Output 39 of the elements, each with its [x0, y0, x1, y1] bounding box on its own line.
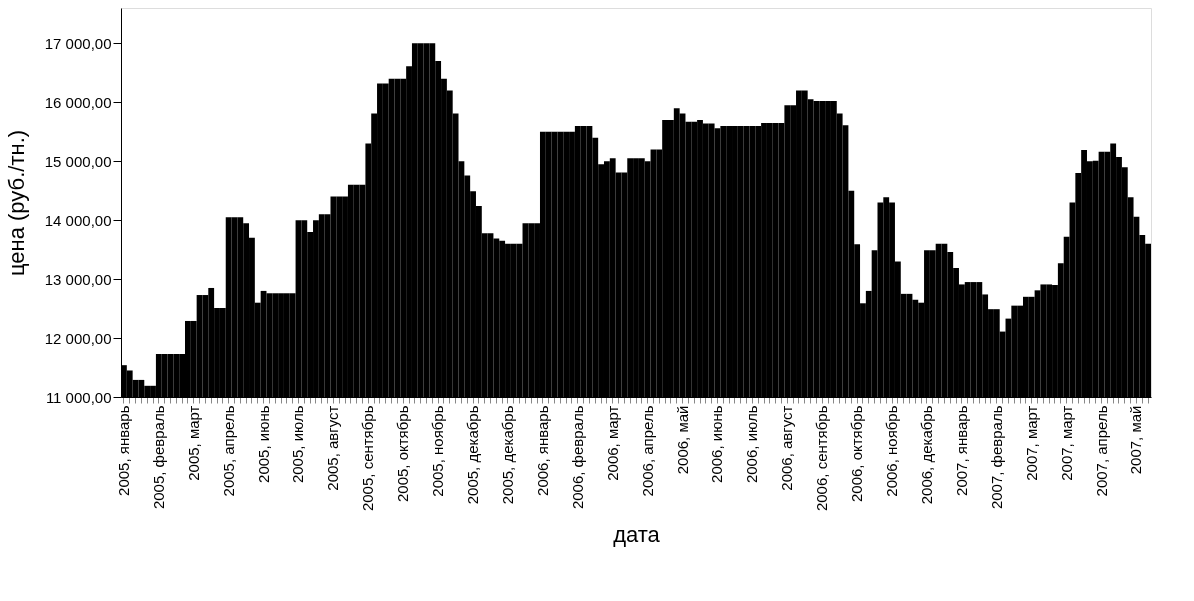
x-tick-label: 2005, октябрь [394, 405, 412, 503]
x-tick-label: 2006, март [603, 405, 621, 481]
x-tick-label: 2006, июль [743, 405, 761, 484]
y-tick-label: 13 000,00 [44, 270, 112, 288]
x-tick-label: 2006, сентябрь [813, 405, 831, 512]
x-tick-label: 2006, октябрь [848, 405, 866, 503]
x-tick-label: 2005, июль [289, 405, 307, 484]
x-tick-label: 2005, сентябрь [359, 405, 377, 512]
x-tick-label: 2005, март [184, 405, 202, 481]
x-tick-label: 2006, апрель [638, 405, 656, 497]
x-tick-label: 2005, август [324, 405, 342, 491]
x-tick-label: 2007, май [1127, 405, 1145, 475]
x-tick-label: 2007, февраль [987, 405, 1005, 510]
y-tick-label: 11 000,00 [45, 388, 112, 406]
x-tick-label: 2007, март [1057, 405, 1075, 481]
x-axis-title: дата [613, 522, 661, 548]
y-tick-label: 17 000,00 [44, 34, 112, 52]
x-tick-label: 2005, апрель [219, 405, 237, 497]
x-tick-label: 2006, ноябрь [883, 405, 901, 497]
x-tick-label: 2006, май [673, 405, 691, 475]
x-tick-label: 2007, январь [952, 405, 970, 496]
x-tick-label: 2005, февраль [149, 405, 167, 510]
x-tick-label: 2006, январь [533, 405, 551, 496]
x-tick-label: 2006, июнь [708, 405, 726, 483]
x-tick-label: 2007, апрель [1092, 405, 1110, 497]
x-tick-label: 2005, январь [114, 405, 132, 496]
y-tick-label: 16 000,00 [44, 93, 112, 111]
x-tick-label: 2006, август [778, 405, 796, 491]
x-tick-label: 2005, декабрь [464, 405, 482, 505]
y-axis-title: цена (руб./тн.) [3, 129, 29, 277]
y-tick-label: 15 000,00 [44, 152, 112, 170]
x-tick-label: 2007, март [1022, 405, 1040, 481]
x-tick-label: 2005, ноябрь [429, 405, 447, 497]
x-tick-label: 2005, декабрь [498, 405, 516, 505]
x-tick-label: 2005, июнь [254, 405, 272, 483]
x-tick-label: 2006, февраль [568, 405, 586, 510]
y-tick-label: 12 000,00 [44, 329, 112, 347]
x-tick-label: 2006, декабрь [917, 405, 935, 505]
y-tick-label: 14 000,00 [44, 211, 112, 229]
